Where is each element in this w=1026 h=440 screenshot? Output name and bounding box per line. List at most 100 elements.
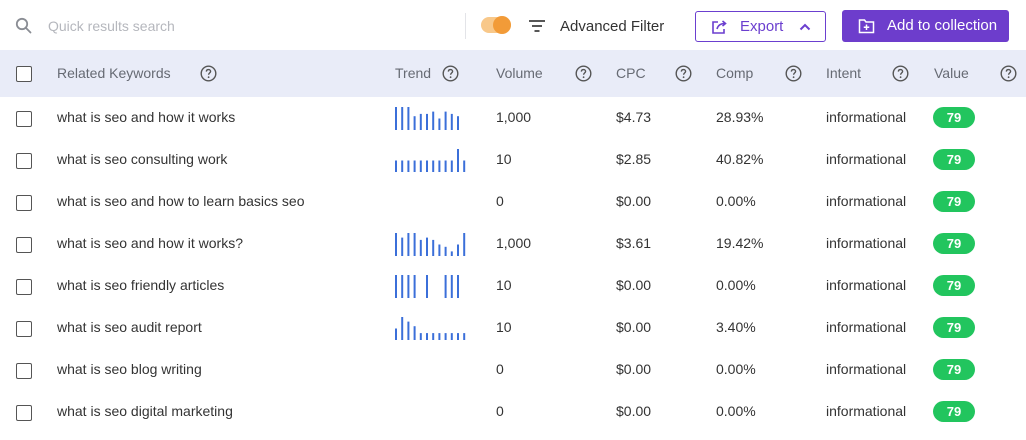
filter-lines-icon xyxy=(529,20,545,32)
column-header-cpc[interactable]: CPC xyxy=(616,65,646,81)
trend-bar xyxy=(401,317,404,340)
help-circle-icon[interactable] xyxy=(442,65,459,82)
add-to-collection-button[interactable]: Add to collection xyxy=(842,10,1009,42)
trend-bar xyxy=(438,333,441,340)
row-checkbox[interactable] xyxy=(16,321,32,337)
value-badge: 79 xyxy=(933,233,975,254)
row-checkbox[interactable] xyxy=(16,237,32,253)
trend-sparkline xyxy=(395,149,466,172)
trend-bar xyxy=(438,118,441,130)
value-badge: 79 xyxy=(933,107,975,128)
add-to-collection-label: Add to collection xyxy=(887,17,998,34)
keyword-cell[interactable]: what is seo and how it works? xyxy=(57,235,243,251)
trend-bar xyxy=(413,160,416,172)
intent-cell: informational xyxy=(826,109,907,125)
comp-cell: 28.93% xyxy=(716,109,764,125)
trend-sparkline xyxy=(395,233,466,256)
trend-bar xyxy=(463,233,466,256)
cpc-cell: $3.61 xyxy=(616,235,652,251)
advanced-filter-label: Advanced Filter xyxy=(560,17,665,35)
trend-bar xyxy=(444,246,447,256)
keyword-cell[interactable]: what is seo and how to learn basics seo xyxy=(57,193,305,209)
trend-bar xyxy=(395,275,397,298)
trend-bar xyxy=(450,333,453,340)
table-row[interactable]: what is seo and how it works 1,000 $4.73… xyxy=(0,97,1026,139)
row-checkbox[interactable] xyxy=(16,363,32,379)
value-badge: 79 xyxy=(933,359,975,380)
trend-bar xyxy=(413,233,416,256)
row-checkbox[interactable] xyxy=(16,279,32,295)
table-row[interactable]: what is seo audit report 10 $0.00 3.40% … xyxy=(0,307,1026,349)
row-checkbox[interactable] xyxy=(16,405,32,421)
chevron-up-icon xyxy=(799,23,811,31)
keyword-cell[interactable]: what is seo consulting work xyxy=(57,151,228,167)
help-circle-icon[interactable] xyxy=(675,65,692,82)
trend-sparkline xyxy=(395,400,467,424)
row-checkbox[interactable] xyxy=(16,195,32,211)
cpc-cell: $4.73 xyxy=(616,109,652,125)
advanced-filter-button[interactable]: Advanced Filter xyxy=(528,14,664,38)
help-circle-icon[interactable] xyxy=(200,65,217,82)
intent-cell: informational xyxy=(826,235,907,251)
column-header-trend[interactable]: Trend xyxy=(395,65,432,81)
trend-bar xyxy=(401,237,404,256)
keyword-cell[interactable]: what is seo friendly articles xyxy=(57,277,225,293)
help-circle-icon[interactable] xyxy=(1000,65,1017,82)
trend-bar xyxy=(419,239,422,256)
table-row[interactable]: what is seo friendly articles 10 $0.00 0… xyxy=(0,265,1026,307)
cpc-cell: $2.85 xyxy=(616,151,652,167)
help-circle-icon[interactable] xyxy=(892,65,909,82)
keyword-cell[interactable]: what is seo audit report xyxy=(57,319,202,335)
trend-bar xyxy=(407,233,410,256)
cpc-cell: $0.00 xyxy=(616,193,652,209)
column-header-intent[interactable]: Intent xyxy=(826,65,862,81)
search-icon xyxy=(15,17,32,34)
help-circle-icon[interactable] xyxy=(575,65,592,82)
trend-sparkline xyxy=(395,107,459,130)
volume-cell: 0 xyxy=(496,361,504,377)
row-checkbox[interactable] xyxy=(16,111,32,127)
trend-bar xyxy=(426,160,428,172)
cpc-cell: $0.00 xyxy=(616,403,652,419)
trend-bar xyxy=(407,321,410,340)
table-row[interactable]: what is seo and how it works? 1,000 $3.6… xyxy=(0,223,1026,265)
select-all-checkbox[interactable] xyxy=(16,66,32,82)
trend-bar xyxy=(450,275,453,298)
column-header-value[interactable]: Value xyxy=(934,65,969,81)
comp-cell: 40.82% xyxy=(716,151,764,167)
trend-bar xyxy=(407,160,410,172)
table-row[interactable]: what is seo and how to learn basics seo … xyxy=(0,181,1026,223)
column-header-volume[interactable]: Volume xyxy=(496,65,543,81)
toolbar-divider xyxy=(465,13,466,39)
export-share-icon xyxy=(712,20,727,34)
help-circle-icon[interactable] xyxy=(785,65,802,82)
table-row[interactable]: what is seo consulting work 10 $2.85 40.… xyxy=(0,139,1026,181)
trend-bar xyxy=(463,160,466,172)
export-button[interactable]: Export xyxy=(695,11,826,42)
toggle-knob xyxy=(493,16,511,34)
comp-cell: 0.00% xyxy=(716,193,756,209)
keyword-cell[interactable]: what is seo blog writing xyxy=(57,361,202,377)
trend-bar xyxy=(457,149,459,172)
toggle-switch[interactable] xyxy=(481,16,511,34)
trend-bar xyxy=(444,160,447,172)
trend-bar xyxy=(457,244,459,256)
trend-bar xyxy=(419,113,422,130)
trend-bar xyxy=(426,333,428,340)
search-input[interactable] xyxy=(48,15,428,37)
intent-cell: informational xyxy=(826,277,907,293)
trend-sparkline xyxy=(395,275,459,298)
keyword-cell[interactable]: what is seo and how it works xyxy=(57,109,236,125)
trend-bar xyxy=(413,326,416,340)
column-header-comp[interactable]: Comp xyxy=(716,65,754,81)
trend-bar xyxy=(401,107,404,130)
trend-bar xyxy=(444,275,447,298)
keyword-cell[interactable]: what is seo digital marketing xyxy=(57,403,233,419)
row-checkbox[interactable] xyxy=(16,153,32,169)
value-badge: 79 xyxy=(933,275,975,296)
table-row[interactable]: what is seo blog writing 0 $0.00 0.00% i… xyxy=(0,349,1026,391)
column-header-keywords[interactable]: Related Keywords xyxy=(57,65,171,81)
trend-bar xyxy=(426,275,428,298)
table-row[interactable]: what is seo digital marketing 0 $0.00 0.… xyxy=(0,391,1026,433)
intent-cell: informational xyxy=(826,151,907,167)
